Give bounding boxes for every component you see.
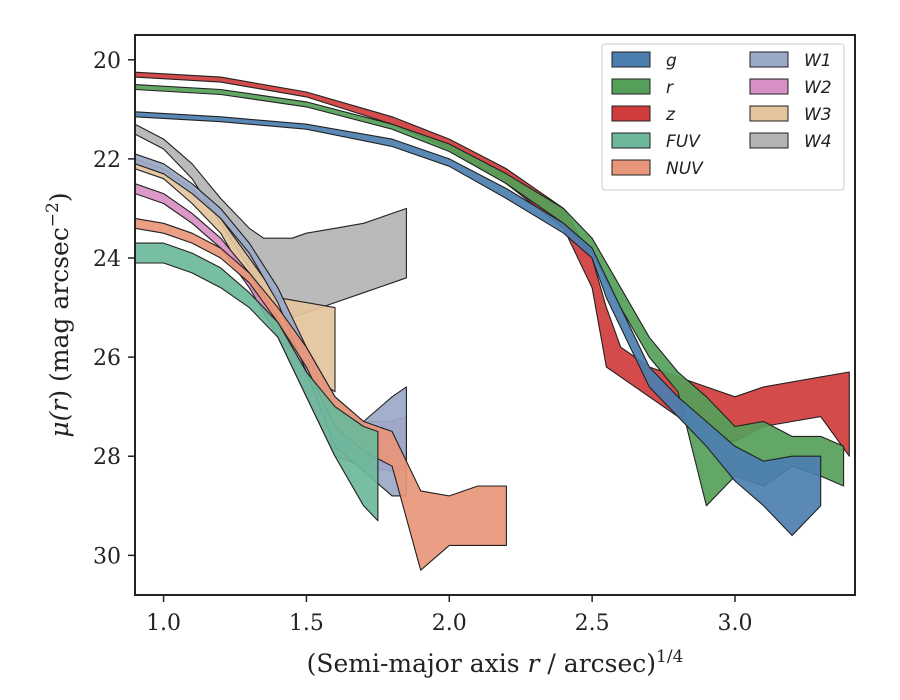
x-axis-label: (Semi-major axis r / arcsec)1/4 [307, 647, 684, 678]
legend: grz FUV NUV W1 W2 W3 W4 [601, 43, 845, 191]
legend-swatch-g [611, 51, 651, 68]
legend-swatch-w2 [749, 78, 789, 95]
x-tick-label: 1.5 [289, 611, 324, 636]
plot-frame [134, 34, 856, 596]
legend-label-fuv: FUV [666, 132, 701, 152]
y-tick-label: 20 [93, 49, 121, 74]
legend-label-nuv: NUV [666, 159, 704, 179]
y-tick-label: 30 [93, 544, 121, 569]
x-axis: 1.0 1.5 2.0 2.5 3.0 [146, 595, 753, 636]
legend-label-z: z [665, 105, 676, 125]
legend-label-g: g [666, 51, 677, 71]
x-tick-label: 2.5 [575, 611, 610, 636]
legend-label-r: r [666, 78, 674, 98]
legend-label-w2: W2 [804, 78, 832, 98]
x-tick-label: 3.0 [718, 611, 753, 636]
legend-swatch-w3 [749, 105, 789, 122]
legend-swatch-z [611, 105, 651, 122]
x-tick-label: 2.0 [432, 611, 467, 636]
y-tick-label: 28 [93, 445, 121, 470]
legend-swatch-w1 [749, 51, 789, 68]
legend-label-w3: W3 [804, 105, 832, 125]
band-fuv [135, 242, 379, 522]
y-tick-label: 24 [93, 247, 121, 272]
x-tick-label: 1.0 [146, 611, 181, 636]
legend-label-w4: W4 [804, 132, 832, 152]
legend-label-w1: W1 [804, 51, 832, 71]
y-tick-label: 26 [93, 346, 121, 371]
series-bands [135, 71, 850, 571]
y-axis-label: μ(r) (mag arcsec−2) [43, 192, 74, 437]
legend-swatch-r [611, 78, 651, 95]
legend-swatch-nuv [611, 159, 651, 176]
y-axis: 20 22 24 26 28 30 [93, 49, 135, 569]
y-tick-label: 22 [93, 148, 121, 173]
legend-swatch-w4 [749, 132, 789, 149]
legend-swatch-fuv [611, 132, 651, 149]
band-g [135, 111, 822, 537]
